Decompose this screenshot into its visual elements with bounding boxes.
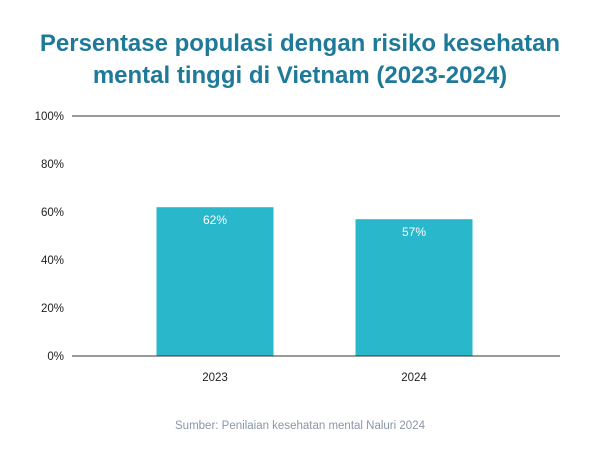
y-tick-label: 100% [35,111,64,123]
chart-title-line-2: mental tinggi di Vietnam (2023-2024) [92,62,508,89]
bar-data-label: 62% [203,213,227,227]
y-tick-label: 80% [41,159,64,171]
y-tick-label: 60% [41,207,64,219]
x-tick-label: 2023 [202,372,228,384]
x-tick-label: 2024 [401,372,427,384]
source-note: Sumber: Penilaian kesehatan mental Nalur… [175,420,425,432]
y-axis: 0% 20% 40% 60% 80% 100% [35,111,560,363]
bar-2023 [156,207,274,356]
chart-title-line-1: Persentase populasi dengan risiko keseha… [39,30,561,57]
x-axis: 2023 2024 [72,355,560,384]
y-tick-label: 40% [41,255,64,267]
chart-title: Persentase populasi dengan risiko keseha… [0,28,600,92]
y-tick-label: 20% [41,303,64,315]
y-tick-label: 0% [47,351,64,363]
bars: 62% 57% [156,207,473,356]
bar-2024 [355,219,473,356]
bar-data-label: 57% [402,225,426,239]
